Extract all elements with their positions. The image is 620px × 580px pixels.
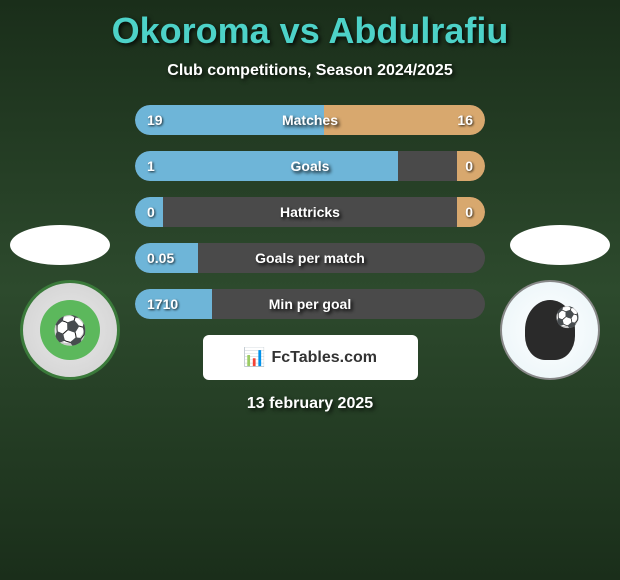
- club-badge-right: ⚽: [500, 280, 600, 380]
- stat-label: Hattricks: [135, 204, 485, 220]
- stat-row-min-per-goal: 1710 Min per goal: [135, 289, 485, 319]
- stat-label: Matches: [135, 112, 485, 128]
- player-photo-right: [510, 225, 610, 265]
- stat-label: Goals per match: [135, 250, 485, 266]
- page-title: Okoroma vs Abdulrafiu: [0, 10, 620, 52]
- soccer-ball-icon: ⚽: [555, 305, 580, 330]
- stat-row-goals-per-match: 0.05 Goals per match: [135, 243, 485, 273]
- stat-row-goals: 1 Goals 0: [135, 151, 485, 181]
- stat-row-hattricks: 0 Hattricks 0: [135, 197, 485, 227]
- soccer-ball-icon: ⚽: [40, 300, 100, 360]
- stats-area: ⚽ ⚽ 19 Matches 16 1 Goals 0: [0, 105, 620, 413]
- club-badge-left: ⚽: [20, 280, 120, 380]
- fctables-logo[interactable]: 📊 FcTables.com: [203, 335, 418, 380]
- stat-label: Goals: [135, 158, 485, 174]
- chart-icon: 📊: [243, 347, 265, 368]
- player-photo-left: [10, 225, 110, 265]
- logo-text: FcTables.com: [271, 349, 377, 367]
- footer-date: 13 february 2025: [0, 395, 620, 413]
- stat-row-matches: 19 Matches 16: [135, 105, 485, 135]
- subtitle: Club competitions, Season 2024/2025: [0, 62, 620, 80]
- dolphin-icon: ⚽: [525, 300, 575, 360]
- stat-label: Min per goal: [135, 296, 485, 312]
